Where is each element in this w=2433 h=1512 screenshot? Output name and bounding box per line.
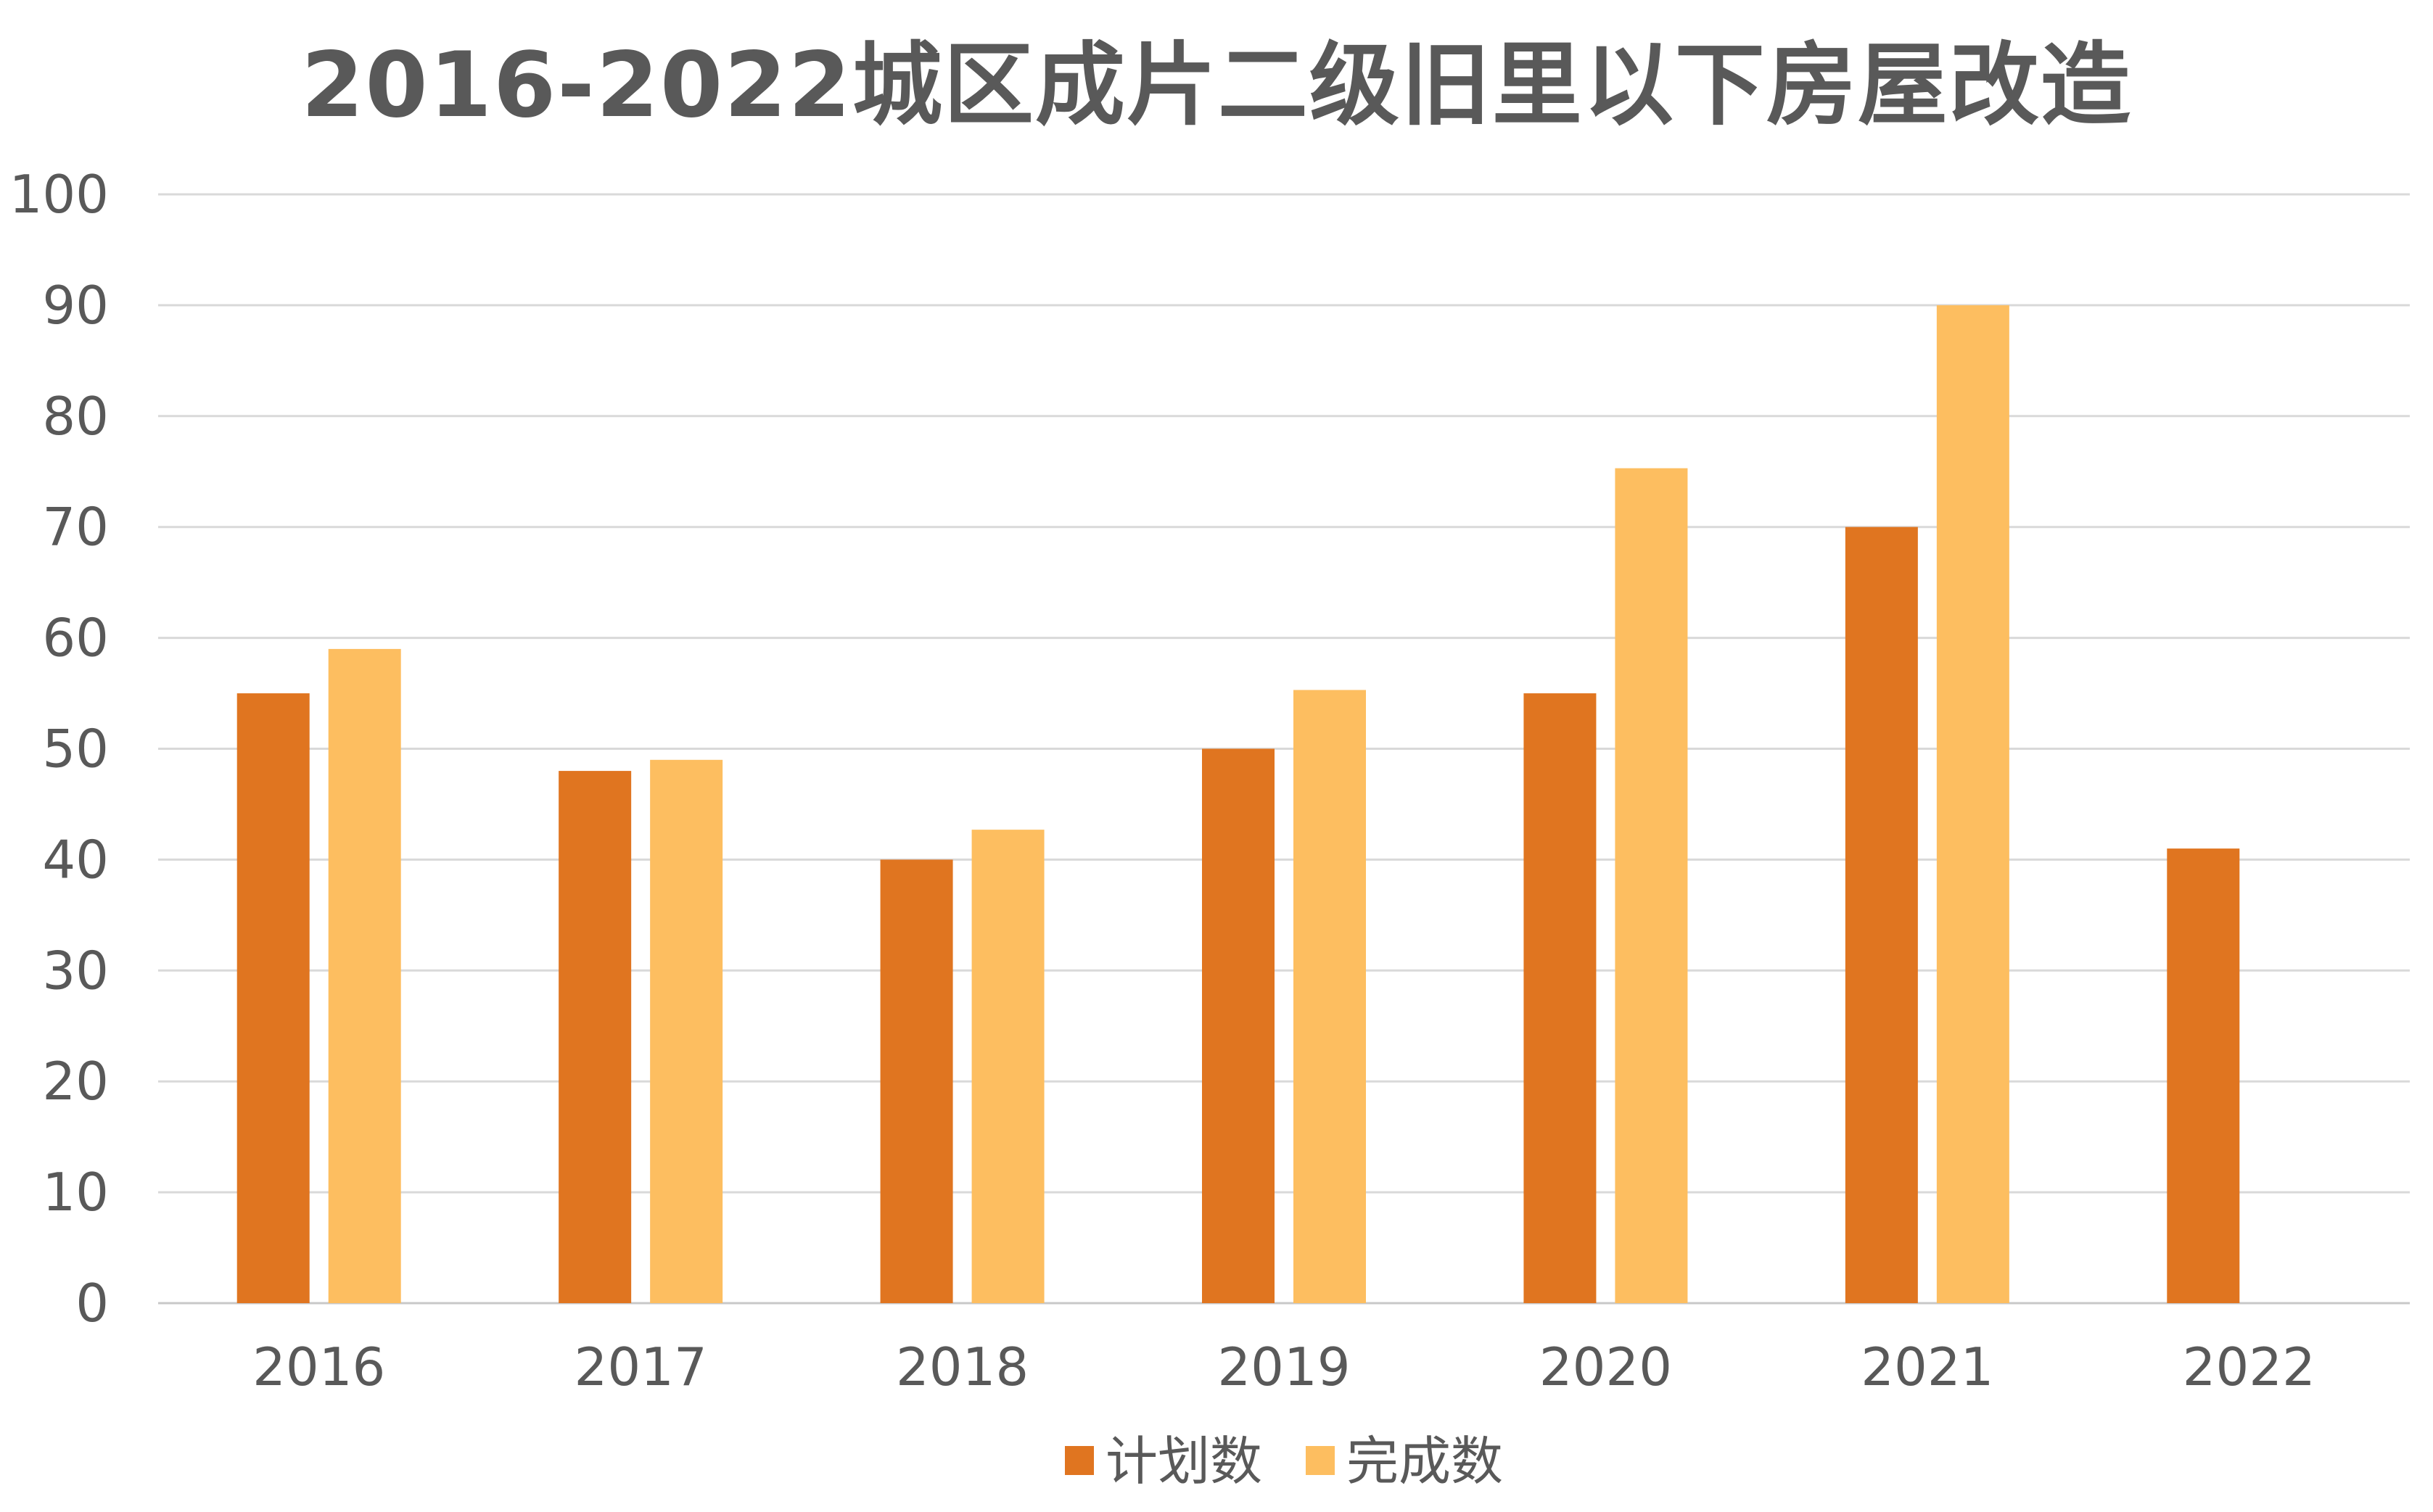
y-tick-label: 10 — [42, 1162, 109, 1223]
gridlines — [158, 193, 2410, 1305]
y-tick-label: 50 — [42, 719, 109, 780]
bar-completed — [650, 759, 723, 1303]
legend-swatch — [1065, 1446, 1094, 1475]
bar-planned — [2167, 848, 2240, 1303]
bar-planned — [880, 859, 953, 1303]
bar-completed — [1936, 305, 2009, 1303]
bar-planned — [1202, 748, 1275, 1303]
legend: 计划数 完成数 — [1065, 1431, 1503, 1492]
y-axis-ticks: 0 10 20 30 40 50 60 70 80 90 100 — [9, 164, 109, 1334]
bar-planned — [559, 771, 632, 1303]
x-tick-label: 2020 — [1539, 1337, 1672, 1397]
bar-completed — [328, 648, 401, 1303]
y-tick-label: 100 — [9, 164, 109, 225]
y-tick-label: 70 — [42, 497, 109, 558]
y-tick-label: 80 — [42, 386, 109, 447]
bar-completed — [1293, 690, 1366, 1303]
y-tick-label: 90 — [42, 275, 109, 336]
bars — [236, 305, 2240, 1304]
bar-planned — [1845, 526, 1918, 1304]
x-tick-label: 2022 — [2183, 1337, 2315, 1397]
x-axis-ticks: 2016 2017 2018 2019 2020 2021 2022 — [252, 1337, 2315, 1397]
y-tick-label: 40 — [42, 829, 109, 890]
legend-label: 完成数 — [1346, 1431, 1503, 1492]
y-tick-label: 30 — [42, 940, 109, 1001]
x-tick-label: 2021 — [1861, 1337, 1993, 1397]
legend-label: 计划数 — [1106, 1431, 1262, 1492]
y-tick-label: 20 — [42, 1051, 109, 1112]
bar-planned — [1523, 693, 1597, 1303]
chart-title: 2016-2022城区成片二级旧里以下房屋改造 — [301, 33, 2132, 138]
x-tick-label: 2019 — [1217, 1337, 1350, 1397]
y-tick-label: 60 — [42, 608, 109, 669]
bar-completed — [1615, 468, 1688, 1303]
y-tick-label: 0 — [75, 1273, 109, 1334]
x-tick-label: 2016 — [252, 1337, 385, 1397]
bar-planned — [236, 693, 310, 1303]
x-tick-label: 2017 — [575, 1337, 707, 1397]
legend-swatch — [1306, 1446, 1335, 1475]
bar-completed — [971, 830, 1045, 1303]
x-tick-label: 2018 — [896, 1337, 1029, 1397]
